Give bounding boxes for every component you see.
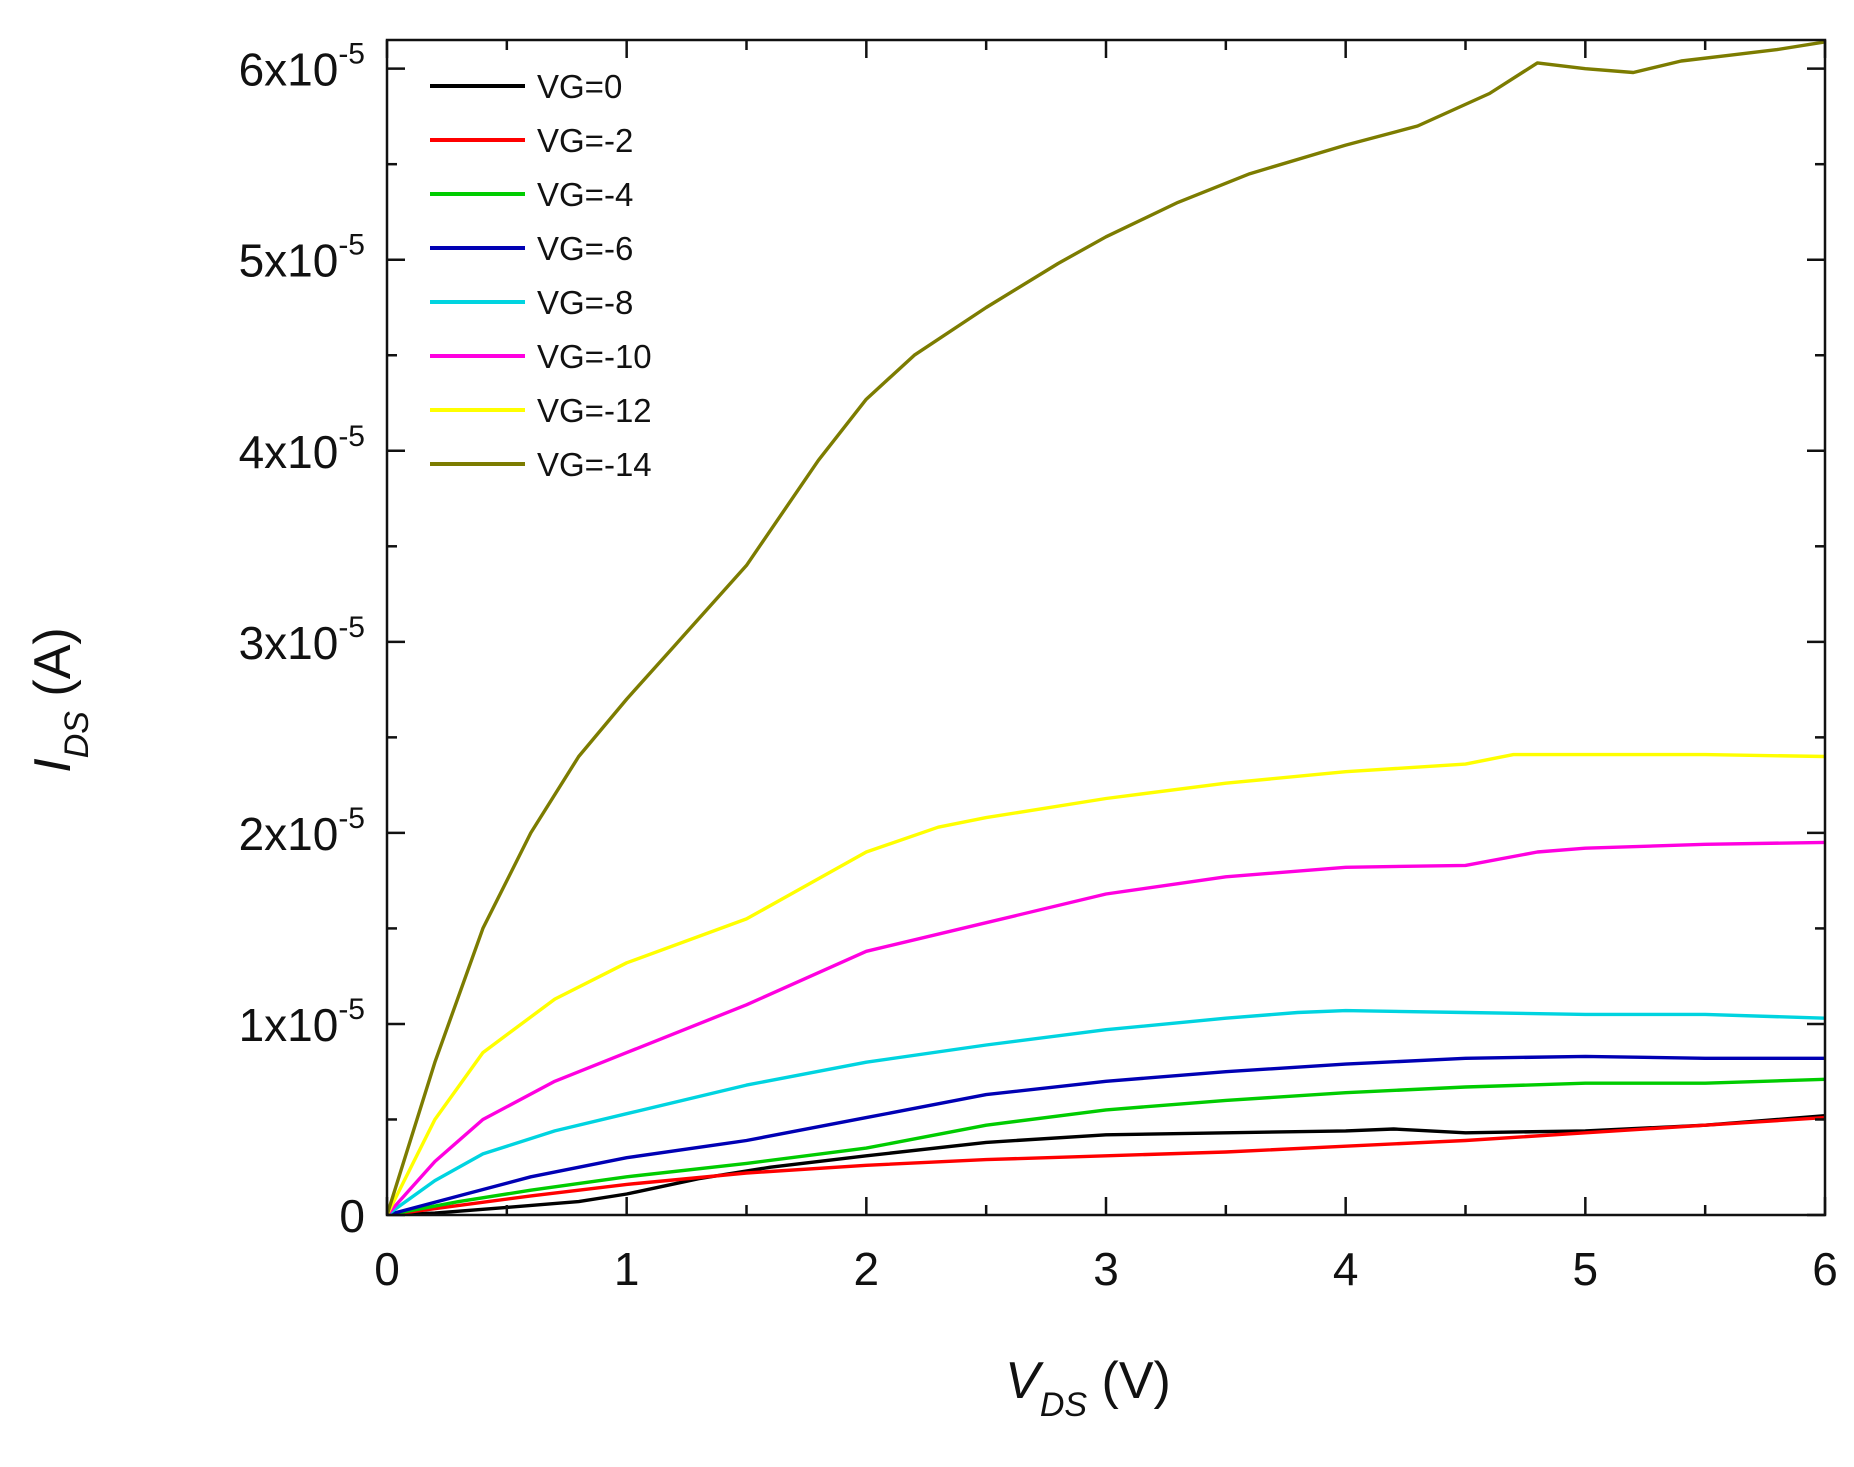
x-tick-label: 2 [854, 1243, 880, 1295]
legend-label: VG=0 [537, 68, 622, 105]
x-tick-label: 1 [614, 1243, 640, 1295]
series-layer [387, 40, 1825, 1215]
y-tick-label: 6x10-5 [239, 38, 365, 96]
series-line-vgneg8 [387, 1008, 1825, 1215]
y-tick-label: 1x10-5 [239, 993, 365, 1051]
y-tick-exponent: -5 [338, 420, 365, 453]
y-tick-exponent: -5 [338, 38, 365, 71]
legend-item: VG=-12 [430, 392, 652, 429]
y-tick-label: 4x10-5 [239, 420, 365, 478]
legend-item: VG=0 [430, 68, 622, 105]
y-axis-unit: (A) [24, 627, 82, 711]
legend-item: VG=-2 [430, 122, 633, 159]
legend-label: VG=-14 [537, 446, 652, 483]
legend-label: VG=-8 [537, 284, 633, 321]
y-axis-title: IDS (A) [24, 627, 96, 772]
legend-label: VG=-12 [537, 392, 652, 429]
y-tick-label: 0 [339, 1190, 365, 1242]
legend-label: VG=-6 [537, 230, 633, 267]
legend-label: VG=-4 [537, 176, 633, 213]
y-tick-exponent: -5 [338, 993, 365, 1026]
y-tick-mantissa: 4x10 [239, 426, 339, 478]
x-tick-label: 0 [374, 1243, 400, 1295]
y-tick-mantissa: 3x10 [239, 617, 339, 669]
x-axis-symbol: V [1005, 1352, 1044, 1410]
y-tick-mantissa: 1x10 [239, 999, 339, 1051]
series-line-vgneg4 [387, 1077, 1825, 1215]
y-tick-mantissa: 6x10 [239, 44, 339, 96]
legend-item: VG=-14 [430, 446, 652, 483]
series-line-vgneg6 [387, 1054, 1825, 1215]
axes-layer: 0 1 2 3 4 5 601x10-52x10-53x10-54x10-55x10-56x… [239, 38, 1838, 1295]
x-axis-subscript: DS [1040, 1386, 1088, 1424]
y-axis-symbol: I [24, 758, 82, 772]
legend-label: VG=-10 [537, 338, 652, 375]
legend: VG=0 VG=-2 VG=-4 VG=-6 VG=-8 VG=-10 VG=-12 VG=-… [430, 68, 652, 483]
y-tick-exponent: -5 [338, 802, 365, 835]
series-line-vgneg14 [387, 40, 1825, 1215]
y-tick-label: 5x10-5 [239, 229, 365, 287]
series-line-vgneg12 [387, 752, 1825, 1215]
y-axis-subscript: DS [58, 711, 96, 759]
y-tick-exponent: -5 [338, 611, 365, 644]
series-line-vgneg10 [387, 840, 1825, 1215]
y-tick-label: 2x10-5 [239, 802, 365, 860]
x-tick-label: 4 [1333, 1243, 1359, 1295]
legend-item: VG=-6 [430, 230, 633, 267]
legend-item: VG=-10 [430, 338, 652, 375]
legend-label: VG=-2 [537, 122, 633, 159]
x-axis-title: VDS (V) [1005, 1352, 1171, 1424]
y-tick-exponent: -5 [338, 229, 365, 262]
x-tick-label: 3 [1093, 1243, 1119, 1295]
series-line-vg0 [387, 1113, 1825, 1215]
series-line-vgneg2 [387, 1115, 1825, 1215]
x-tick-label: 5 [1573, 1243, 1599, 1295]
legend-item: VG=-4 [430, 176, 633, 213]
x-axis-unit: (V) [1087, 1352, 1171, 1410]
y-tick-mantissa: 5x10 [239, 235, 339, 287]
y-tick-label: 3x10-5 [239, 611, 365, 669]
x-tick-label: 6 [1812, 1243, 1838, 1295]
legend-item: VG=-8 [430, 284, 633, 321]
y-tick-mantissa: 2x10 [239, 808, 339, 860]
